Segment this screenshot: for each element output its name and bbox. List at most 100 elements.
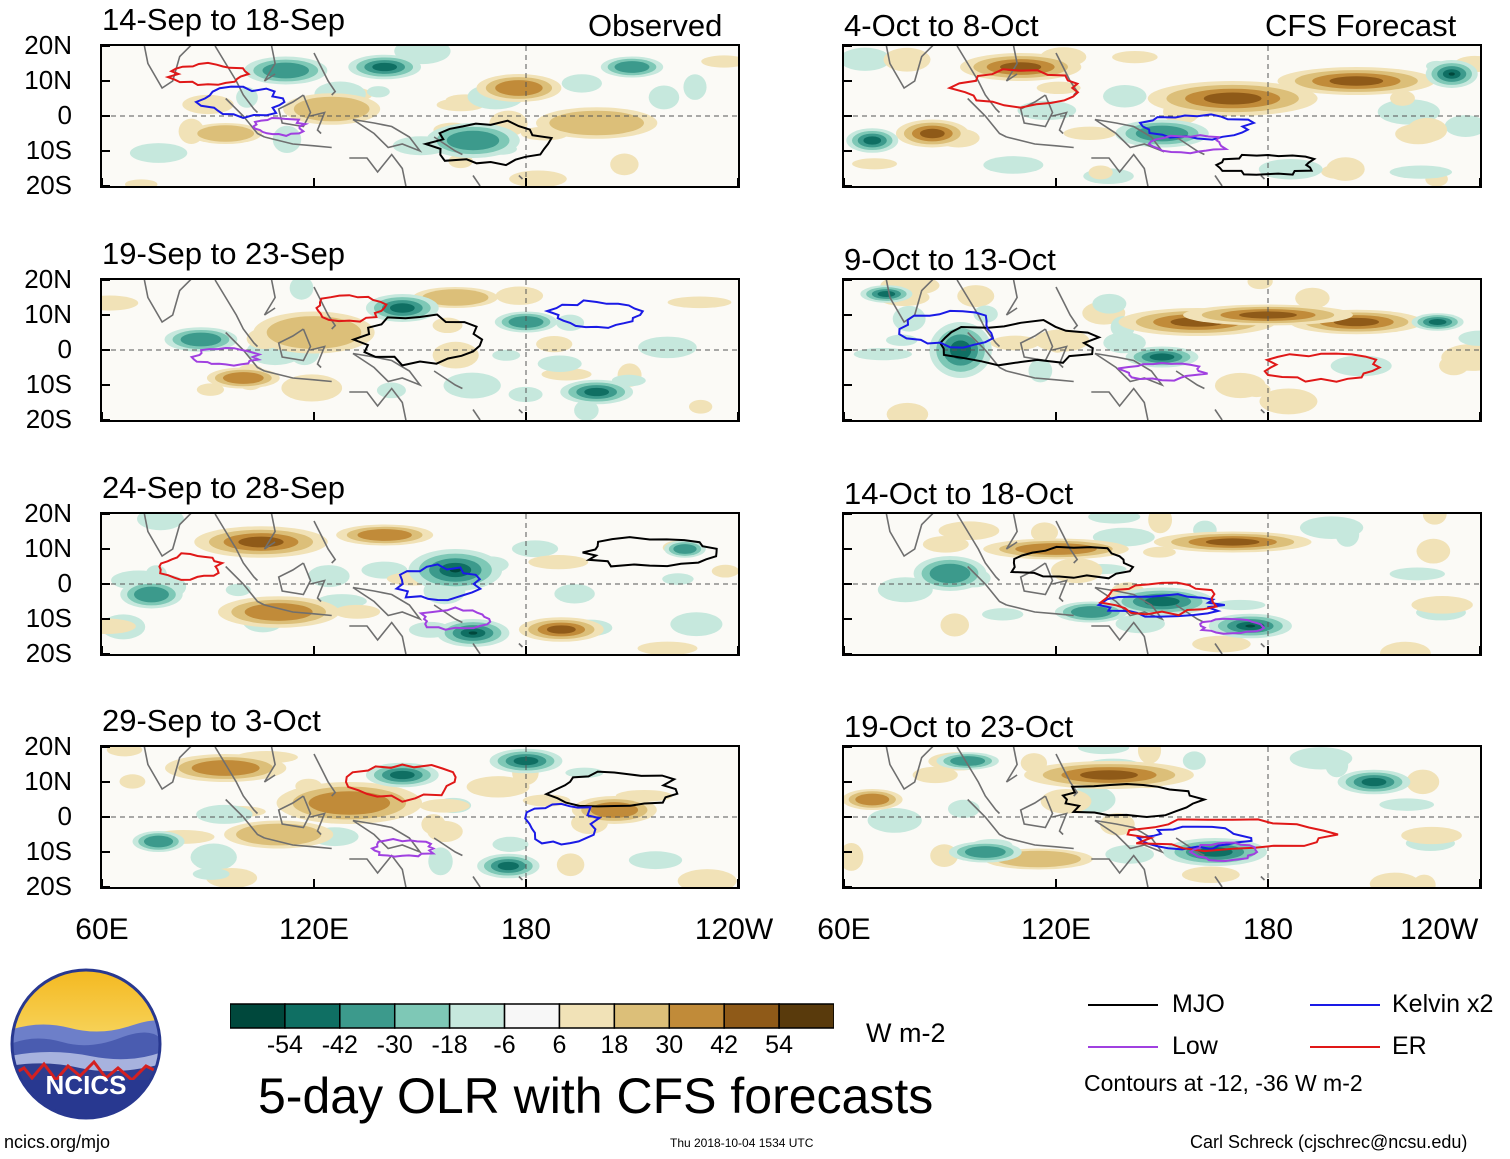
dry-anomaly-blob — [1406, 769, 1440, 795]
map-panel-left-2 — [100, 278, 740, 422]
wet-anomaly-blob — [886, 334, 918, 346]
coastlines — [143, 747, 524, 887]
dry-anomaly-blob — [1416, 538, 1451, 564]
dry-anomaly-blob — [855, 793, 890, 806]
panel-title-right-3: 14-Oct to 18-Oct — [844, 476, 1074, 511]
dry-anomaly-blob — [919, 128, 945, 139]
dry-anomaly-blob — [1112, 50, 1158, 64]
wet-anomaly-blob — [1103, 85, 1147, 108]
legend-mjo-label: MJO — [1172, 990, 1225, 1018]
wet-anomaly-blob — [192, 868, 230, 880]
map-panel-left-4 — [100, 745, 740, 889]
wet-anomaly-blob — [1361, 777, 1387, 787]
dry-anomaly-blob — [197, 125, 255, 142]
dry-anomaly-blob — [266, 316, 362, 349]
lon-label-left-120w: 120W — [694, 913, 774, 946]
dry-anomaly-blob — [1369, 872, 1420, 887]
dry-anomaly-blob — [701, 55, 738, 68]
wave-contour — [1138, 113, 1257, 141]
dry-anomaly-blob — [1036, 81, 1081, 95]
dry-anomaly-blob — [281, 374, 343, 402]
map-panel-left-3 — [100, 512, 740, 656]
dry-anomaly-blob — [1259, 388, 1318, 415]
dry-anomaly-blob — [244, 603, 313, 621]
map-panel-right-3 — [842, 512, 1482, 656]
dry-anomaly-blob — [852, 158, 898, 170]
units-label: W m-2 — [866, 1018, 946, 1048]
dry-anomaly-blob — [667, 296, 732, 309]
cfs-forecast-label: CFS Forecast — [1265, 8, 1457, 43]
lon-label-right-120e: 120E — [1020, 913, 1092, 946]
lat-label: 20N — [24, 731, 72, 761]
lat-label: 20S — [25, 404, 72, 434]
colorbar-tick-label: -30 — [376, 1031, 413, 1059]
wet-anomaly-blob — [1144, 596, 1180, 607]
wet-anomaly-blob — [129, 143, 188, 163]
wet-anomaly-blob — [443, 372, 501, 399]
dry-anomaly-blob — [419, 799, 470, 813]
footer-author: Carl Schreck (cjschrec@ncsu.edu) — [1190, 1132, 1468, 1152]
lat-label: 10N — [24, 766, 72, 796]
wave-contour — [158, 552, 226, 581]
wet-anomaly-blob — [565, 767, 604, 778]
dry-anomaly-blob — [556, 853, 585, 877]
lon-label-left-180: 180 — [500, 913, 552, 946]
wave-contour — [1126, 818, 1339, 853]
colorbar-tick-label: -6 — [493, 1031, 516, 1059]
wet-anomaly-blob — [981, 608, 1024, 621]
legend-kelvin-label: Kelvin x2 — [1392, 990, 1494, 1018]
panel-title-left-1: 14-Sep to 18-Sep — [102, 2, 346, 37]
coastlines — [143, 514, 524, 654]
dry-anomaly-blob — [1192, 635, 1251, 653]
wet-anomaly-blob — [1335, 522, 1360, 547]
wet-anomaly-blob — [947, 799, 980, 818]
observed-label: Observed — [588, 8, 723, 43]
dry-anomaly-blob — [106, 747, 143, 757]
wet-anomaly-blob — [389, 303, 415, 313]
dry-anomaly-blob — [432, 317, 463, 334]
wave-contour — [1263, 352, 1382, 383]
dry-anomaly-blob — [1088, 165, 1113, 180]
dry-anomaly-blob — [102, 618, 136, 634]
dry-anomaly-blob — [1441, 344, 1480, 371]
wave-contour — [1135, 825, 1253, 851]
wet-anomaly-blob — [950, 756, 986, 766]
wet-anomaly-blob — [1092, 293, 1127, 314]
wave-contour — [422, 119, 554, 167]
dry-anomaly-blob — [912, 766, 958, 784]
wet-anomaly-blob — [1070, 606, 1112, 618]
lat-label: 0 — [57, 568, 72, 598]
wet-anomaly-blob — [372, 62, 398, 72]
wave-contour — [946, 68, 1080, 109]
wet-anomaly-blob — [853, 347, 912, 361]
colorbar-swatch — [393, 1003, 451, 1029]
logo-text: NCICS — [46, 1070, 127, 1100]
dry-anomaly-blob — [1050, 558, 1103, 584]
wet-anomaly-blob — [1182, 751, 1206, 770]
wet-anomaly-blob — [554, 584, 595, 604]
wet-anomaly-blob — [1245, 624, 1256, 628]
wet-anomaly-blob — [1389, 165, 1453, 179]
colorbar-tick-label: -18 — [431, 1031, 468, 1059]
wet-anomaly-blob — [272, 125, 302, 154]
dry-anomaly-blob — [536, 336, 573, 353]
colorbar-swatch — [668, 1003, 725, 1029]
dry-anomaly-blob — [1411, 596, 1473, 614]
wet-anomaly-blob — [929, 563, 971, 584]
dry-anomaly-blob — [528, 555, 589, 570]
wet-anomaly-blob — [673, 544, 697, 554]
colorbar-swatch — [558, 1003, 616, 1029]
wet-anomaly-blob — [389, 770, 415, 780]
wave-contour — [1214, 153, 1317, 176]
coastlines — [143, 46, 524, 186]
dry-anomaly-blob — [334, 604, 381, 619]
dry-anomaly-blob — [938, 521, 1000, 541]
dry-anomaly-blob — [677, 869, 737, 887]
dry-anomaly-blob — [196, 383, 225, 396]
wet-anomaly-blob — [1444, 115, 1480, 137]
wet-anomaly-blob — [1103, 332, 1146, 354]
dry-anomaly-blob — [1205, 538, 1260, 546]
wet-anomaly-blob — [1379, 798, 1435, 811]
dry-anomaly-blob — [357, 529, 412, 541]
wet-anomaly-blob — [584, 387, 610, 397]
